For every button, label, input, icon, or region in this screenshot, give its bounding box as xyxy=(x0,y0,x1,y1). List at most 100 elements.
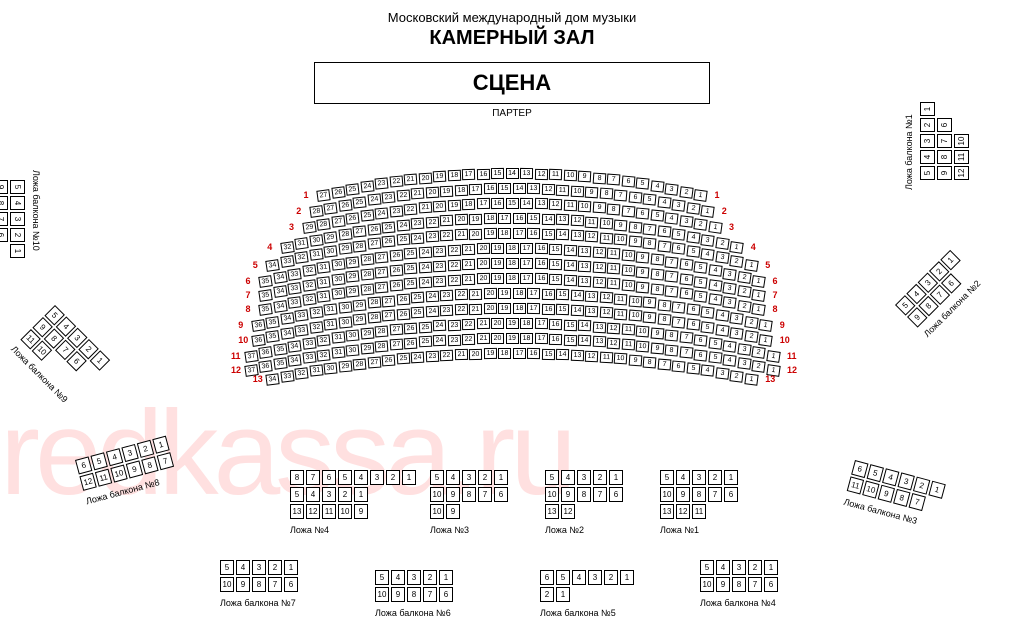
stalls-seat[interactable]: 29 xyxy=(353,314,367,326)
loge-seat[interactable]: 7 xyxy=(268,577,282,592)
stalls-seat[interactable]: 9 xyxy=(636,252,650,264)
stalls-seat[interactable]: 22 xyxy=(455,304,468,315)
loge-seat[interactable]: 7 xyxy=(478,487,492,502)
stalls-seat[interactable]: 35 xyxy=(266,330,280,343)
stalls-seat[interactable]: 1 xyxy=(751,275,766,288)
stalls-seat[interactable]: 4 xyxy=(664,212,678,224)
stalls-seat[interactable]: 3 xyxy=(737,343,751,356)
stalls-seat[interactable]: 3 xyxy=(715,367,729,379)
stalls-seat[interactable]: 5 xyxy=(708,351,722,363)
stalls-seat[interactable]: 35 xyxy=(258,275,273,288)
stalls-seat[interactable]: 12 xyxy=(592,262,606,274)
stalls-seat[interactable]: 32 xyxy=(309,306,323,318)
stalls-seat[interactable]: 17 xyxy=(513,228,526,239)
stalls-seat[interactable]: 15 xyxy=(506,198,519,209)
stalls-seat[interactable]: 7 xyxy=(679,346,693,358)
stalls-seat[interactable]: 18 xyxy=(520,333,533,344)
stalls-seat[interactable]: 26 xyxy=(389,279,403,291)
stalls-seat[interactable]: 5 xyxy=(693,261,707,273)
loge-seat[interactable]: 6 xyxy=(284,577,298,592)
stalls-seat[interactable]: 21 xyxy=(455,229,468,240)
loge-seat[interactable]: 4 xyxy=(882,468,899,486)
stalls-seat[interactable]: 33 xyxy=(302,351,316,363)
stalls-seat[interactable]: 13 xyxy=(585,291,599,303)
stalls-seat[interactable]: 26 xyxy=(331,186,345,199)
stalls-seat[interactable]: 27 xyxy=(375,266,389,278)
loge-seat[interactable]: 1 xyxy=(439,570,453,585)
loge-seat[interactable]: 1 xyxy=(10,244,25,258)
stalls-seat[interactable]: 13 xyxy=(527,183,540,194)
loge-seat[interactable]: 1 xyxy=(556,587,570,602)
stalls-seat[interactable]: 14 xyxy=(520,198,533,209)
stalls-seat[interactable]: 6 xyxy=(621,176,635,188)
stalls-seat[interactable]: 16 xyxy=(491,198,504,209)
stalls-seat[interactable]: 13 xyxy=(578,246,591,258)
stalls-seat[interactable]: 17 xyxy=(527,288,540,299)
stalls-seat[interactable]: 2 xyxy=(693,218,707,231)
stalls-seat[interactable]: 4 xyxy=(708,293,722,305)
loge-seat[interactable]: 8 xyxy=(692,487,706,502)
stalls-seat[interactable]: 16 xyxy=(534,273,547,284)
loge-seat[interactable]: 12 xyxy=(306,504,320,519)
stalls-seat[interactable]: 8 xyxy=(665,330,679,342)
loge-seat[interactable]: 5 xyxy=(375,570,389,585)
stalls-seat[interactable]: 29 xyxy=(324,231,338,243)
stalls-seat[interactable]: 32 xyxy=(280,241,294,254)
stalls-seat[interactable]: 15 xyxy=(556,304,569,315)
loge-seat[interactable]: 10 xyxy=(430,487,444,502)
stalls-seat[interactable]: 12 xyxy=(599,292,613,304)
loge-seat[interactable]: 6 xyxy=(764,577,778,592)
stalls-seat[interactable]: 19 xyxy=(484,348,497,359)
loge-seat[interactable]: 7 xyxy=(306,470,320,485)
loge-seat[interactable]: 1 xyxy=(928,481,945,499)
stalls-seat[interactable]: 1 xyxy=(759,334,773,347)
stalls-seat[interactable]: 8 xyxy=(657,314,671,326)
stalls-seat[interactable]: 17 xyxy=(527,303,540,314)
stalls-seat[interactable]: 33 xyxy=(287,296,301,309)
loge-seat[interactable]: 1 xyxy=(609,470,623,485)
stalls-seat[interactable]: 13 xyxy=(571,230,584,242)
stalls-seat[interactable]: 8 xyxy=(599,188,613,200)
stalls-seat[interactable]: 10 xyxy=(614,234,628,246)
loge-seat[interactable]: 4 xyxy=(354,470,368,485)
stalls-seat[interactable]: 29 xyxy=(360,327,374,339)
loge-seat[interactable]: 5 xyxy=(660,470,674,485)
stalls-seat[interactable]: 3 xyxy=(679,215,693,227)
loge-seat[interactable]: 1 xyxy=(354,487,368,502)
stalls-seat[interactable]: 24 xyxy=(433,335,446,347)
stalls-seat[interactable]: 15 xyxy=(549,259,562,270)
stalls-seat[interactable]: 3 xyxy=(672,199,686,211)
stalls-seat[interactable]: 9 xyxy=(592,202,606,214)
loge-seat[interactable]: 7 xyxy=(748,577,762,592)
stalls-seat[interactable]: 23 xyxy=(375,178,389,190)
stalls-seat[interactable]: 4 xyxy=(715,309,729,322)
loge-seat[interactable]: 8 xyxy=(407,587,421,602)
stalls-seat[interactable]: 2 xyxy=(686,202,700,215)
stalls-seat[interactable]: 6 xyxy=(672,360,686,372)
stalls-seat[interactable]: 22 xyxy=(389,176,403,188)
stalls-seat[interactable]: 19 xyxy=(433,171,447,183)
stalls-seat[interactable]: 9 xyxy=(628,236,642,248)
stalls-seat[interactable]: 20 xyxy=(476,273,489,284)
loge-seat[interactable]: 5 xyxy=(920,166,935,180)
stalls-seat[interactable]: 1 xyxy=(759,319,773,332)
stalls-seat[interactable]: 5 xyxy=(701,306,715,318)
stalls-seat[interactable]: 11 xyxy=(621,324,635,336)
stalls-seat[interactable]: 7 xyxy=(657,240,671,252)
loge-seat[interactable]: 11 xyxy=(322,504,336,519)
stalls-seat[interactable]: 27 xyxy=(324,202,338,215)
loge-seat[interactable]: 2 xyxy=(423,570,437,585)
loge-seat[interactable]: 8 xyxy=(141,456,158,474)
stalls-seat[interactable]: 28 xyxy=(360,283,374,295)
stalls-seat[interactable]: 35 xyxy=(273,357,287,370)
stalls-seat[interactable]: 16 xyxy=(549,319,562,330)
stalls-seat[interactable]: 3 xyxy=(664,183,678,195)
stalls-seat[interactable]: 8 xyxy=(650,268,664,280)
stalls-seat[interactable]: 32 xyxy=(302,293,316,305)
stalls-seat[interactable]: 10 xyxy=(636,340,650,352)
loge-seat[interactable]: 6 xyxy=(494,487,508,502)
stalls-seat[interactable]: 7 xyxy=(672,316,686,328)
stalls-seat[interactable]: 31 xyxy=(316,261,330,273)
stalls-seat[interactable]: 26 xyxy=(404,322,418,334)
loge-seat[interactable]: 8 xyxy=(937,150,952,164)
